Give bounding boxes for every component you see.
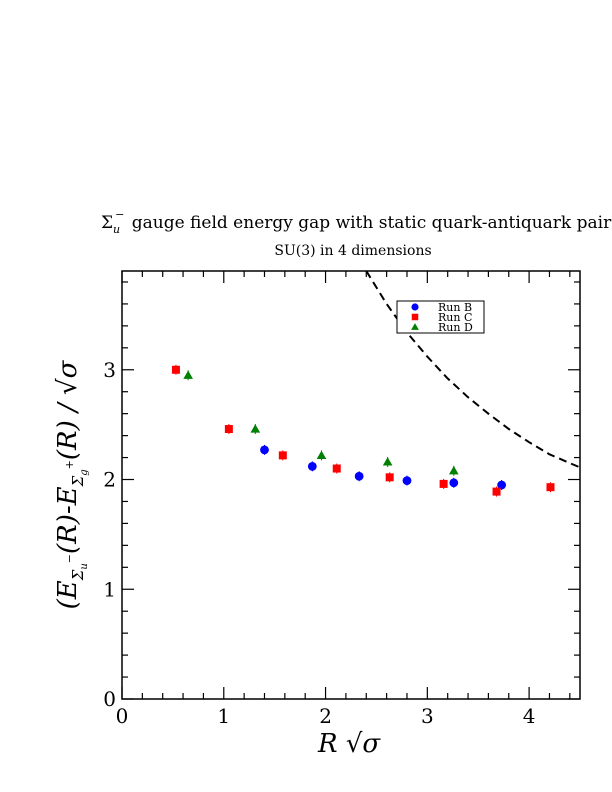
data-point [260,445,269,455]
series-run-c [171,364,555,497]
y-tick-label: 1 [103,577,116,601]
svg-text:(EΣu−(R)-EΣg+(R) / √σ: (EΣu−(R)-EΣg+(R) / √σ [53,359,90,609]
title-text: gauge field energy gap with static quark… [126,213,612,233]
series-run-b [260,444,507,490]
title-symbol: Σ [101,213,113,233]
data-point [402,476,412,486]
legend-marker [411,303,419,311]
data-point [382,457,393,466]
legend-marker [411,323,419,330]
legend-label: Run C [438,311,472,324]
x-tick-label: 3 [421,704,434,728]
x-tick-labels: 0 1 2 3 4 [116,704,536,728]
chart-subtitle: SU(3) in 4 dimensions [274,243,431,259]
data-point [316,450,327,459]
data-point [497,480,507,490]
series-run-d [183,370,459,476]
x-tick-label: 0 [116,704,129,728]
data-point [385,473,394,482]
data-point [224,425,233,434]
y-tick-label: 2 [103,468,116,492]
x-tick-label: 4 [523,704,536,728]
y-tick-label: 0 [103,687,116,711]
data-point [448,465,459,475]
data-point [171,365,180,374]
legend-label: Run B [438,301,472,314]
data-point [183,370,193,379]
data-point [492,487,501,496]
reference-curve [365,270,581,469]
x-tick-label: 1 [217,704,230,728]
y-axis-label: (EΣu−(R)-EΣg+(R) / √σ [53,359,90,609]
y-tick-labels: 0 1 2 3 [103,358,116,711]
chart-title: Σu − gauge field energy gap with static q… [101,208,612,236]
title-symbol-sup: − [115,208,124,221]
y-tick-label: 3 [103,358,116,382]
plot-frame [121,270,581,700]
data-point [449,478,459,488]
x-axis-label: R √σ [317,729,381,759]
data-points [171,364,555,497]
data-point [250,424,261,433]
title-symbol-sub: u [113,223,120,236]
axis-ticks [121,271,580,700]
legend-marker [411,313,419,321]
data-point [307,461,317,471]
data-point [278,451,287,460]
data-point [354,471,364,481]
x-tick-label: 2 [319,704,332,728]
data-point [546,483,555,492]
legend-label: Run D [438,321,473,334]
data-point [439,479,448,488]
data-point [332,464,341,473]
